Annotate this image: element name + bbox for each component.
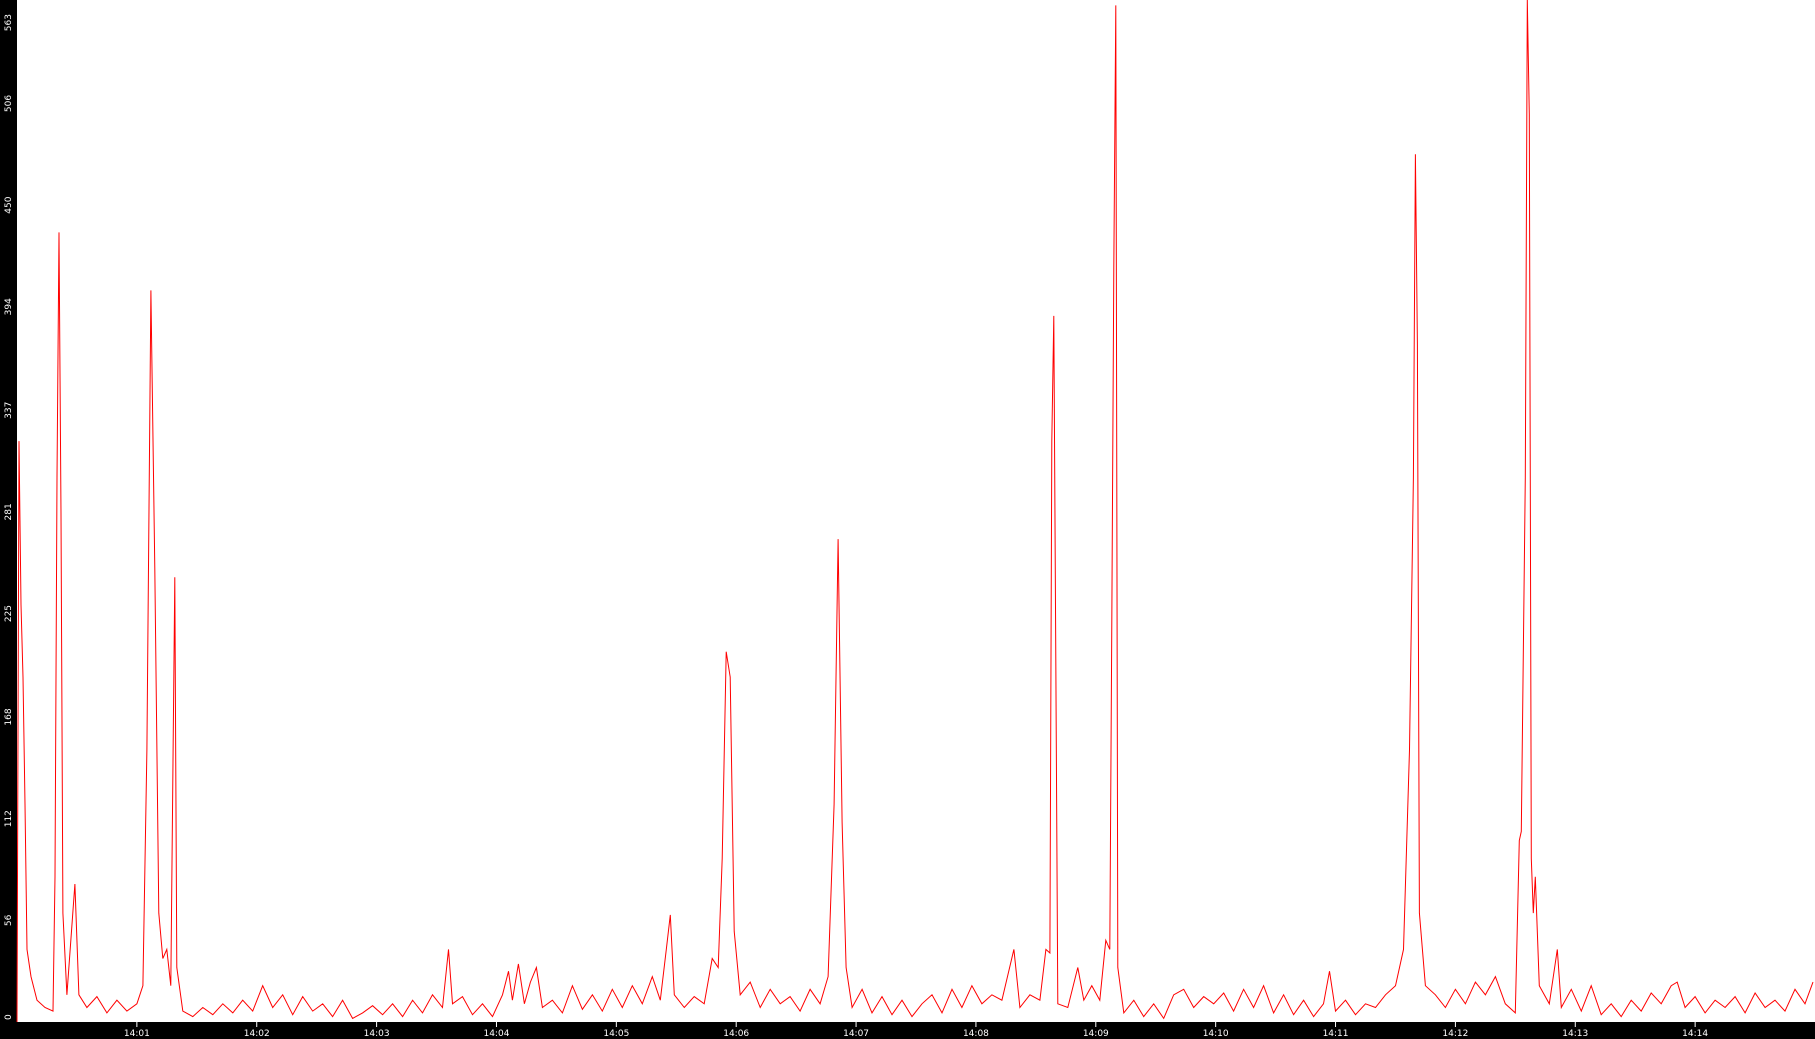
x-tick-label: 14:12 xyxy=(1442,1029,1468,1039)
x-tick-label: 14:06 xyxy=(723,1029,749,1039)
x-tick-label: 14:02 xyxy=(244,1029,270,1039)
x-tick-label: 14:05 xyxy=(603,1029,629,1039)
y-tick-label: 0 xyxy=(4,1014,14,1020)
x-tick-label: 14:09 xyxy=(1083,1029,1109,1039)
series-line xyxy=(16,0,1814,1023)
x-axis: 14:01 14:02 14:03 14:04 14:05 14:06 14:07 14:08… xyxy=(124,1022,1708,1039)
y-tick-label: 450 xyxy=(4,196,14,213)
x-tick-label: 14:11 xyxy=(1323,1029,1349,1039)
y-tick-label: 506 xyxy=(4,95,14,112)
y-tick-label: 225 xyxy=(4,605,14,622)
x-tick-label: 14:13 xyxy=(1562,1029,1588,1039)
y-axis: 0 56 112 168 225 281 337 394 450 506 563 xyxy=(4,14,14,1020)
y-tick-label: 168 xyxy=(4,708,14,725)
plot-area xyxy=(17,0,1815,1022)
x-tick-label: 14:01 xyxy=(124,1029,150,1039)
y-tick-label: 394 xyxy=(4,298,14,315)
x-tick-label: 14:03 xyxy=(364,1029,390,1039)
y-tick-label: 112 xyxy=(4,810,14,827)
x-tick-label: 14:04 xyxy=(483,1029,509,1039)
x-tick-label: 14:14 xyxy=(1682,1029,1708,1039)
x-tick-label: 14:07 xyxy=(843,1029,869,1039)
x-tick-label: 14:08 xyxy=(963,1029,989,1039)
y-tick-label: 56 xyxy=(4,914,14,926)
y-tick-label: 337 xyxy=(4,402,14,419)
x-tick-label: 14:10 xyxy=(1203,1029,1229,1039)
y-tick-label: 563 xyxy=(4,14,14,31)
y-tick-label: 281 xyxy=(4,503,14,520)
